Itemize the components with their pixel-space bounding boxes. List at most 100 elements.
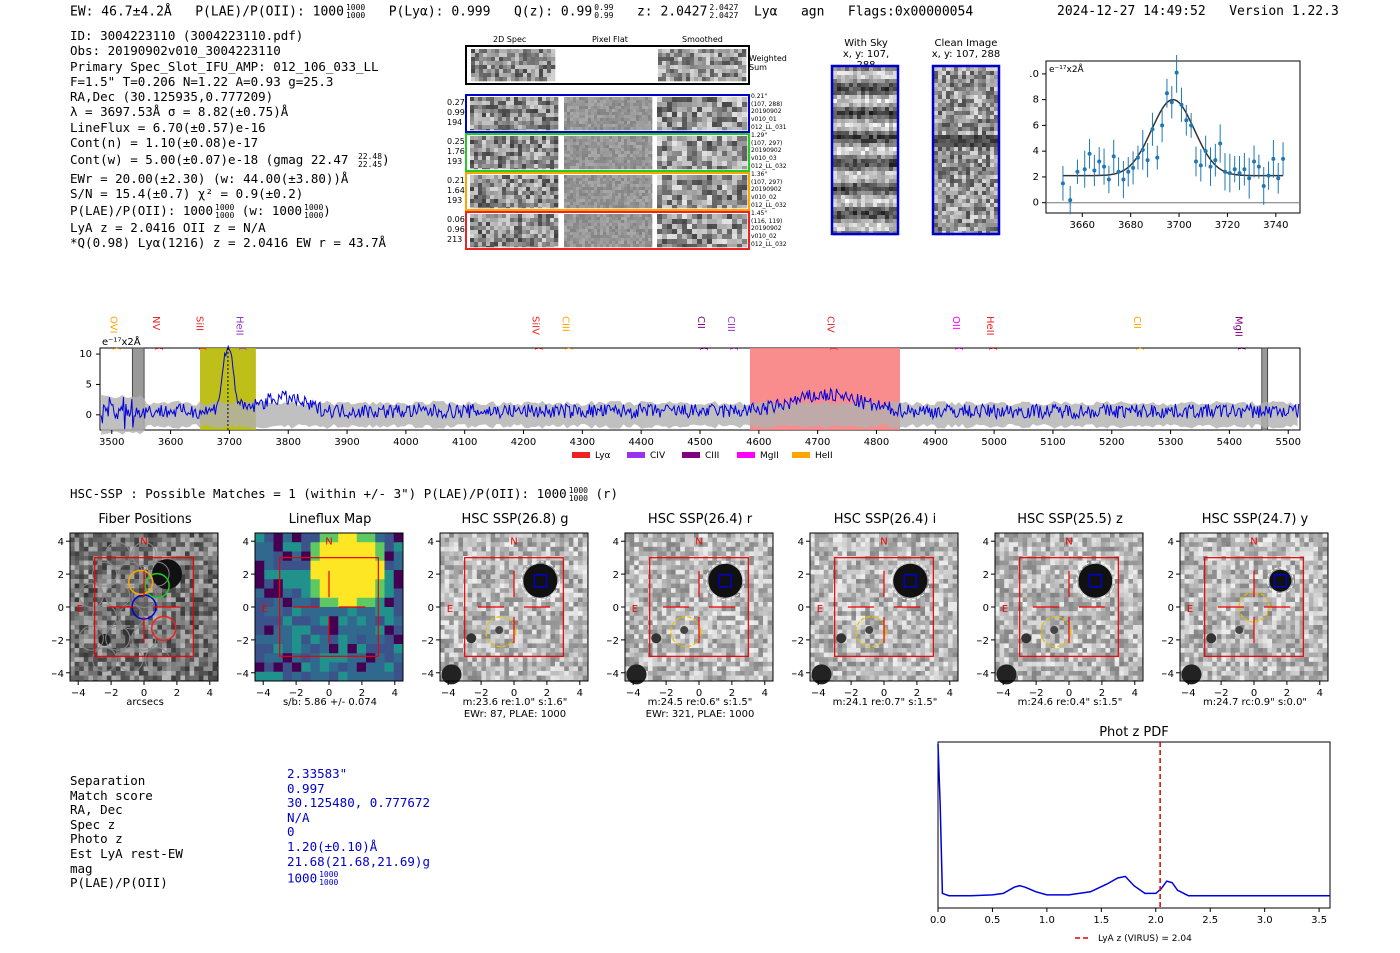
cutout-row-pixelflat [564, 97, 653, 131]
info-id: ID: 3004223110 (3004223110.pdf) [70, 28, 304, 43]
panel-xtick-label: 2 [174, 688, 180, 699]
corner-source [996, 664, 1017, 685]
lineflux-map [255, 533, 404, 682]
faint-source [1206, 633, 1217, 644]
panel-xtick-label: −2 [1214, 688, 1229, 699]
cutout-row-left-label: 0.21 1.64 193 [447, 176, 465, 206]
corner-source [1181, 664, 1202, 685]
cutout-right-value: 20190902 [751, 225, 782, 233]
fiber-circle [92, 561, 118, 587]
panel-title: HSC SSP(24.7) y [1201, 512, 1309, 527]
cutout-row-pixelflat [564, 136, 653, 170]
panel-xtick-label: −2 [474, 688, 489, 699]
north-label: N [140, 537, 147, 548]
panel-image: N E −4 −4 −2 −2 0 0 2 2 4 4 [607, 532, 774, 699]
panel-title: Lineflux Map [288, 512, 372, 527]
info-contw: Cont(w) = 5.00(±0.07)e-18 (gmag 22.47 22… [70, 152, 390, 169]
clean-image-header: Clean Image x, y: 107, 288 [930, 38, 1002, 60]
source-ellipse [1075, 561, 1115, 601]
match-key-ew: Est LyA rest-EW [70, 845, 183, 861]
info-lya: LyA z = 2.0416 OII z = N/A [70, 219, 266, 235]
fit-point [1232, 167, 1237, 172]
hsc-summary-end: (r) [595, 486, 619, 501]
info-contw-sup: 22.48 [357, 151, 383, 161]
fit-unit-label: e⁻¹⁷x2Å [1049, 63, 1085, 75]
match-val-ew: 1.20(±0.10)Å [287, 838, 378, 854]
source-box [903, 573, 918, 588]
spectrum-xtick-label: 5000 [981, 437, 1006, 448]
fiber-circle [105, 625, 131, 651]
panel-caption-line1: m:24.1 re:0.7" s:1.5" [832, 697, 938, 708]
panel-ytick-label: 0 [613, 603, 619, 614]
cutout-row-2dspec [470, 214, 559, 248]
panel-xtick-label: 4 [392, 688, 398, 699]
panel-xtick-label: −2 [659, 688, 674, 699]
spectrum-legend-label: MgII [760, 451, 779, 461]
spectrum-line-bracket: { [830, 346, 839, 351]
fit-ytick-label: 0 [1033, 198, 1039, 209]
hsc-summary: HSC-SSP : Possible Matches = 1 (within +… [70, 486, 618, 503]
spectrum-line-label: OVI [108, 316, 119, 334]
info-plae-sup: 1000 [215, 202, 235, 212]
panel-image: N E −4 −4 −2 −2 0 0 2 2 4 4 [52, 532, 219, 699]
panel-ytick-label: 2 [1168, 570, 1174, 581]
fit-point [1097, 159, 1102, 164]
panel-ytick-label: −2 [977, 636, 989, 647]
source-ellipse [1266, 567, 1294, 595]
panel-xtick-label: −2 [844, 688, 859, 699]
panel-xtick-label: 4 [1317, 688, 1323, 699]
spectrum-xtick-label: 4100 [452, 437, 477, 448]
panel-xtick-label: −4 [441, 688, 456, 699]
fit-point [1140, 147, 1145, 152]
match-val-plae-sup: 1000 [319, 870, 339, 880]
panel-noise [70, 533, 219, 682]
panel-caption-line1: m:24.7 rc:0.9" s:0.0" [1202, 697, 1308, 708]
source-box [718, 573, 733, 588]
full-spectrum-chart: 3500 3600 3700 3800 3900 4000 4100 4200 4300 4400… [79, 316, 1301, 461]
panel-ytick-label: 4 [58, 537, 64, 548]
fiber-circle [78, 625, 104, 651]
fit-point [1150, 127, 1155, 132]
fiber-circle [118, 604, 144, 630]
panel-noise [440, 533, 589, 682]
match-circle [1040, 616, 1072, 648]
fit-point [1203, 149, 1208, 154]
panel-xtick-label: 0 [1066, 688, 1072, 699]
cutout-right-value: v010_01 [751, 116, 777, 124]
panel-ytick-label: −2 [422, 636, 434, 647]
header-qz-sup: 0.99 [594, 3, 614, 12]
info-plae-w-sup: 1000 [304, 202, 324, 212]
fit-point [1169, 100, 1174, 105]
panel-xtick-label: −2 [289, 688, 304, 699]
fit-point [1082, 167, 1087, 172]
spectrum-xtick-label: 4300 [570, 437, 595, 448]
spectrum-line-label: CII [695, 316, 706, 329]
hsc-summary-frac: 1000 1000 [569, 486, 588, 503]
faint-source [865, 626, 874, 635]
match-val-score: 0.997 [287, 780, 325, 796]
fit-point [1189, 123, 1194, 128]
panel-caption-line1: m:24.5 re:0.6" s:1.5" [647, 697, 753, 708]
cutout-left-value: 213 [447, 235, 463, 244]
faint-source [680, 626, 689, 635]
aperture-box [94, 557, 194, 657]
panel-xtick-label: 2 [359, 688, 365, 699]
bright-source [1078, 563, 1113, 598]
header-ew: EW: 46.7±4.2Å [70, 4, 172, 20]
cutout-row-2dspec [470, 136, 559, 170]
faint-source [466, 633, 477, 644]
header-z-frac: 2.0427 2.0427 [709, 4, 738, 20]
header-qz-frac: 0.99 0.99 [594, 4, 613, 20]
panel-xtick-label: −4 [71, 688, 86, 699]
panel-xtick-label: 2 [544, 688, 550, 699]
faint-source [836, 633, 847, 644]
weighted-sum-2dspec [471, 49, 556, 82]
fit-xtick-label: 3720 [1215, 220, 1240, 231]
bright-source [893, 563, 928, 598]
fit-xtick-label: 3680 [1118, 220, 1143, 231]
header-qz: Q(z): 0.99 [513, 4, 593, 20]
panel-xtick-label: −2 [1029, 688, 1044, 699]
cutout-row-right-label: 1.36" (107, 297) 20190902 v010_02 012_LL_032 [751, 171, 787, 210]
panel-ytick-label: 4 [243, 537, 249, 548]
info-lineflux: LineFlux = 6.70(±0.57)e-16 [70, 119, 266, 135]
